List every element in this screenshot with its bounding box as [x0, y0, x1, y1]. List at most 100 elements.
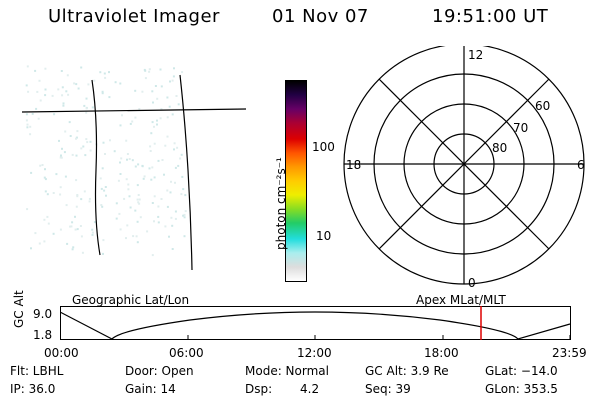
orbit-y-tick-min: 1.8	[33, 328, 53, 342]
emission-speckle	[128, 158, 131, 160]
emission-speckle	[25, 84, 28, 87]
lat-label-80: 80	[492, 141, 507, 155]
emission-speckle	[83, 104, 86, 107]
emission-speckle	[160, 108, 163, 111]
emission-speckle	[163, 173, 165, 176]
emission-speckle	[168, 105, 171, 108]
emission-speckle	[43, 176, 46, 179]
emission-speckle	[151, 121, 154, 124]
emission-speckle	[99, 177, 102, 180]
emission-speckle	[58, 139, 60, 142]
emission-speckle	[26, 123, 29, 126]
emission-speckle	[39, 99, 42, 102]
emission-speckle	[101, 167, 104, 170]
emission-speckle	[75, 179, 78, 182]
emission-speckle	[115, 217, 118, 220]
emission-speckle	[131, 120, 134, 123]
emission-speckle	[44, 190, 47, 193]
emission-speckle	[166, 96, 169, 99]
emission-speckle	[159, 68, 162, 71]
instrument-title: Ultraviolet Imager	[48, 6, 220, 27]
emission-speckle	[61, 147, 63, 150]
longitude-gridline	[91, 79, 101, 256]
emission-speckle	[93, 221, 96, 224]
emission-speckle	[29, 125, 32, 128]
emission-speckle	[101, 205, 104, 208]
emission-speckle	[154, 85, 157, 87]
emission-speckle	[41, 164, 44, 166]
emission-speckle	[138, 202, 141, 205]
emission-speckle	[132, 235, 135, 238]
orbit-x-tick-1200: 12:00	[297, 346, 332, 360]
emission-speckle	[183, 235, 186, 238]
emission-speckle	[34, 232, 37, 235]
emission-speckle	[131, 159, 134, 162]
emission-speckle	[104, 186, 107, 188]
emission-speckle	[103, 189, 106, 192]
emission-speckle	[138, 108, 141, 110]
orbit-x-tick-1800: 18:00	[424, 346, 459, 360]
emission-speckle	[183, 216, 186, 219]
emission-speckle	[72, 246, 75, 249]
emission-speckle	[137, 201, 140, 204]
emission-speckle	[148, 68, 151, 71]
emission-speckle	[166, 189, 169, 192]
emission-speckle	[43, 240, 46, 243]
emission-speckle	[100, 187, 103, 190]
emission-speckle	[136, 220, 139, 223]
emission-speckle	[184, 194, 187, 197]
emission-speckle	[177, 164, 180, 167]
emission-speckle	[105, 194, 107, 197]
emission-speckle	[134, 89, 137, 92]
emission-speckle	[150, 132, 153, 135]
emission-speckle	[51, 94, 54, 97]
status-ip: IP: 36.0	[10, 382, 56, 396]
emission-speckle	[136, 184, 139, 187]
emission-speckle	[35, 107, 38, 110]
emission-speckle	[152, 101, 154, 104]
emission-speckle	[86, 141, 89, 144]
emission-speckle	[114, 81, 117, 84]
emission-speckle	[180, 153, 183, 156]
emission-speckle	[76, 228, 79, 231]
emission-speckle	[151, 202, 154, 204]
emission-speckle	[127, 188, 130, 191]
emission-speckle	[76, 130, 79, 133]
emission-speckle	[134, 209, 137, 212]
emission-speckle	[103, 72, 106, 75]
emission-speckle	[87, 83, 90, 86]
emission-speckle	[59, 228, 62, 231]
emission-speckle	[39, 164, 42, 167]
emission-speckle	[180, 193, 183, 196]
emission-speckle	[115, 202, 118, 205]
emission-speckle	[137, 163, 140, 166]
emission-speckle	[52, 192, 55, 194]
emission-speckle	[149, 145, 152, 148]
emission-speckle	[102, 252, 104, 255]
emission-speckle	[170, 180, 172, 183]
emission-speckle	[99, 71, 102, 74]
emission-speckle	[61, 86, 64, 89]
emission-speckle	[71, 248, 74, 251]
emission-speckle	[136, 241, 139, 244]
emission-speckle	[59, 186, 62, 189]
emission-speckle	[36, 90, 39, 93]
emission-speckle	[46, 193, 49, 196]
emission-speckle	[153, 195, 156, 198]
emission-speckle	[182, 214, 185, 217]
emission-speckle	[91, 231, 94, 234]
emission-speckle	[179, 157, 182, 160]
emission-speckle	[31, 112, 34, 115]
emission-speckle	[55, 173, 58, 176]
emission-speckle	[183, 213, 186, 216]
orbit-x-tick-0000: 00:00	[44, 346, 79, 360]
emission-speckle	[173, 67, 175, 70]
emission-speckle	[157, 159, 160, 162]
emission-speckle	[74, 215, 76, 218]
emission-speckle	[125, 237, 127, 240]
emission-speckle	[88, 197, 91, 200]
emission-speckle	[174, 217, 177, 220]
emission-speckle	[119, 173, 122, 175]
emission-speckle	[26, 208, 29, 211]
emission-speckle	[69, 135, 72, 137]
